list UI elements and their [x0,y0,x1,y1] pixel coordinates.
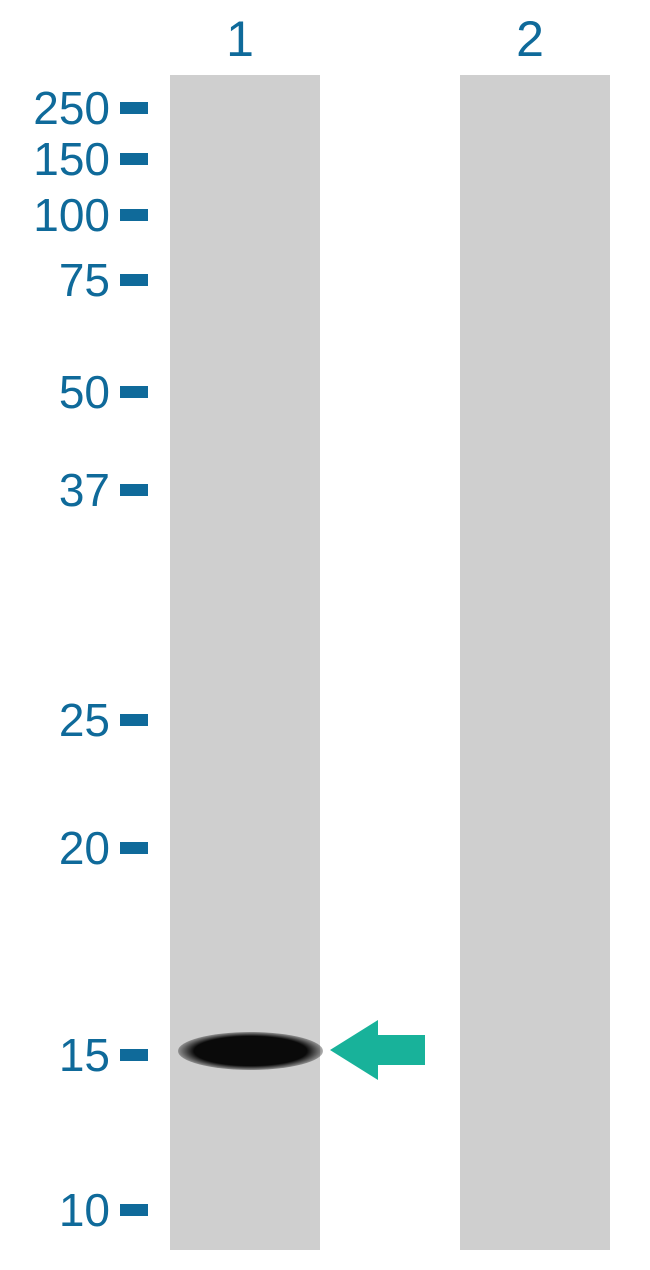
marker-label-250: 250 [33,81,110,135]
marker-label-100: 100 [33,188,110,242]
marker-tick-75 [120,274,148,286]
marker-label-50: 50 [59,365,110,419]
marker-label-10: 10 [59,1183,110,1237]
marker-tick-15 [120,1049,148,1061]
marker-tick-10 [120,1204,148,1216]
marker-tick-25 [120,714,148,726]
marker-label-20: 20 [59,821,110,875]
marker-label-25: 25 [59,693,110,747]
lane-label-2: 2 [510,10,550,68]
marker-tick-250 [120,102,148,114]
blot-figure: 1 2 250150100 75 50 37 25 20 15 10 [0,0,650,1270]
marker-tick-100 [120,209,148,221]
marker-label-75: 75 [59,253,110,307]
marker-tick-37 [120,484,148,496]
lane-2 [460,75,610,1250]
marker-tick-150 [120,153,148,165]
lane-label-1: 1 [220,10,260,68]
marker-label-15: 15 [59,1028,110,1082]
arrow-icon [330,1020,425,1080]
protein-band [178,1032,323,1070]
lane-1 [170,75,320,1250]
marker-label-150: 150 [33,132,110,186]
marker-tick-20 [120,842,148,854]
marker-label-37: 37 [59,463,110,517]
marker-tick-50 [120,386,148,398]
